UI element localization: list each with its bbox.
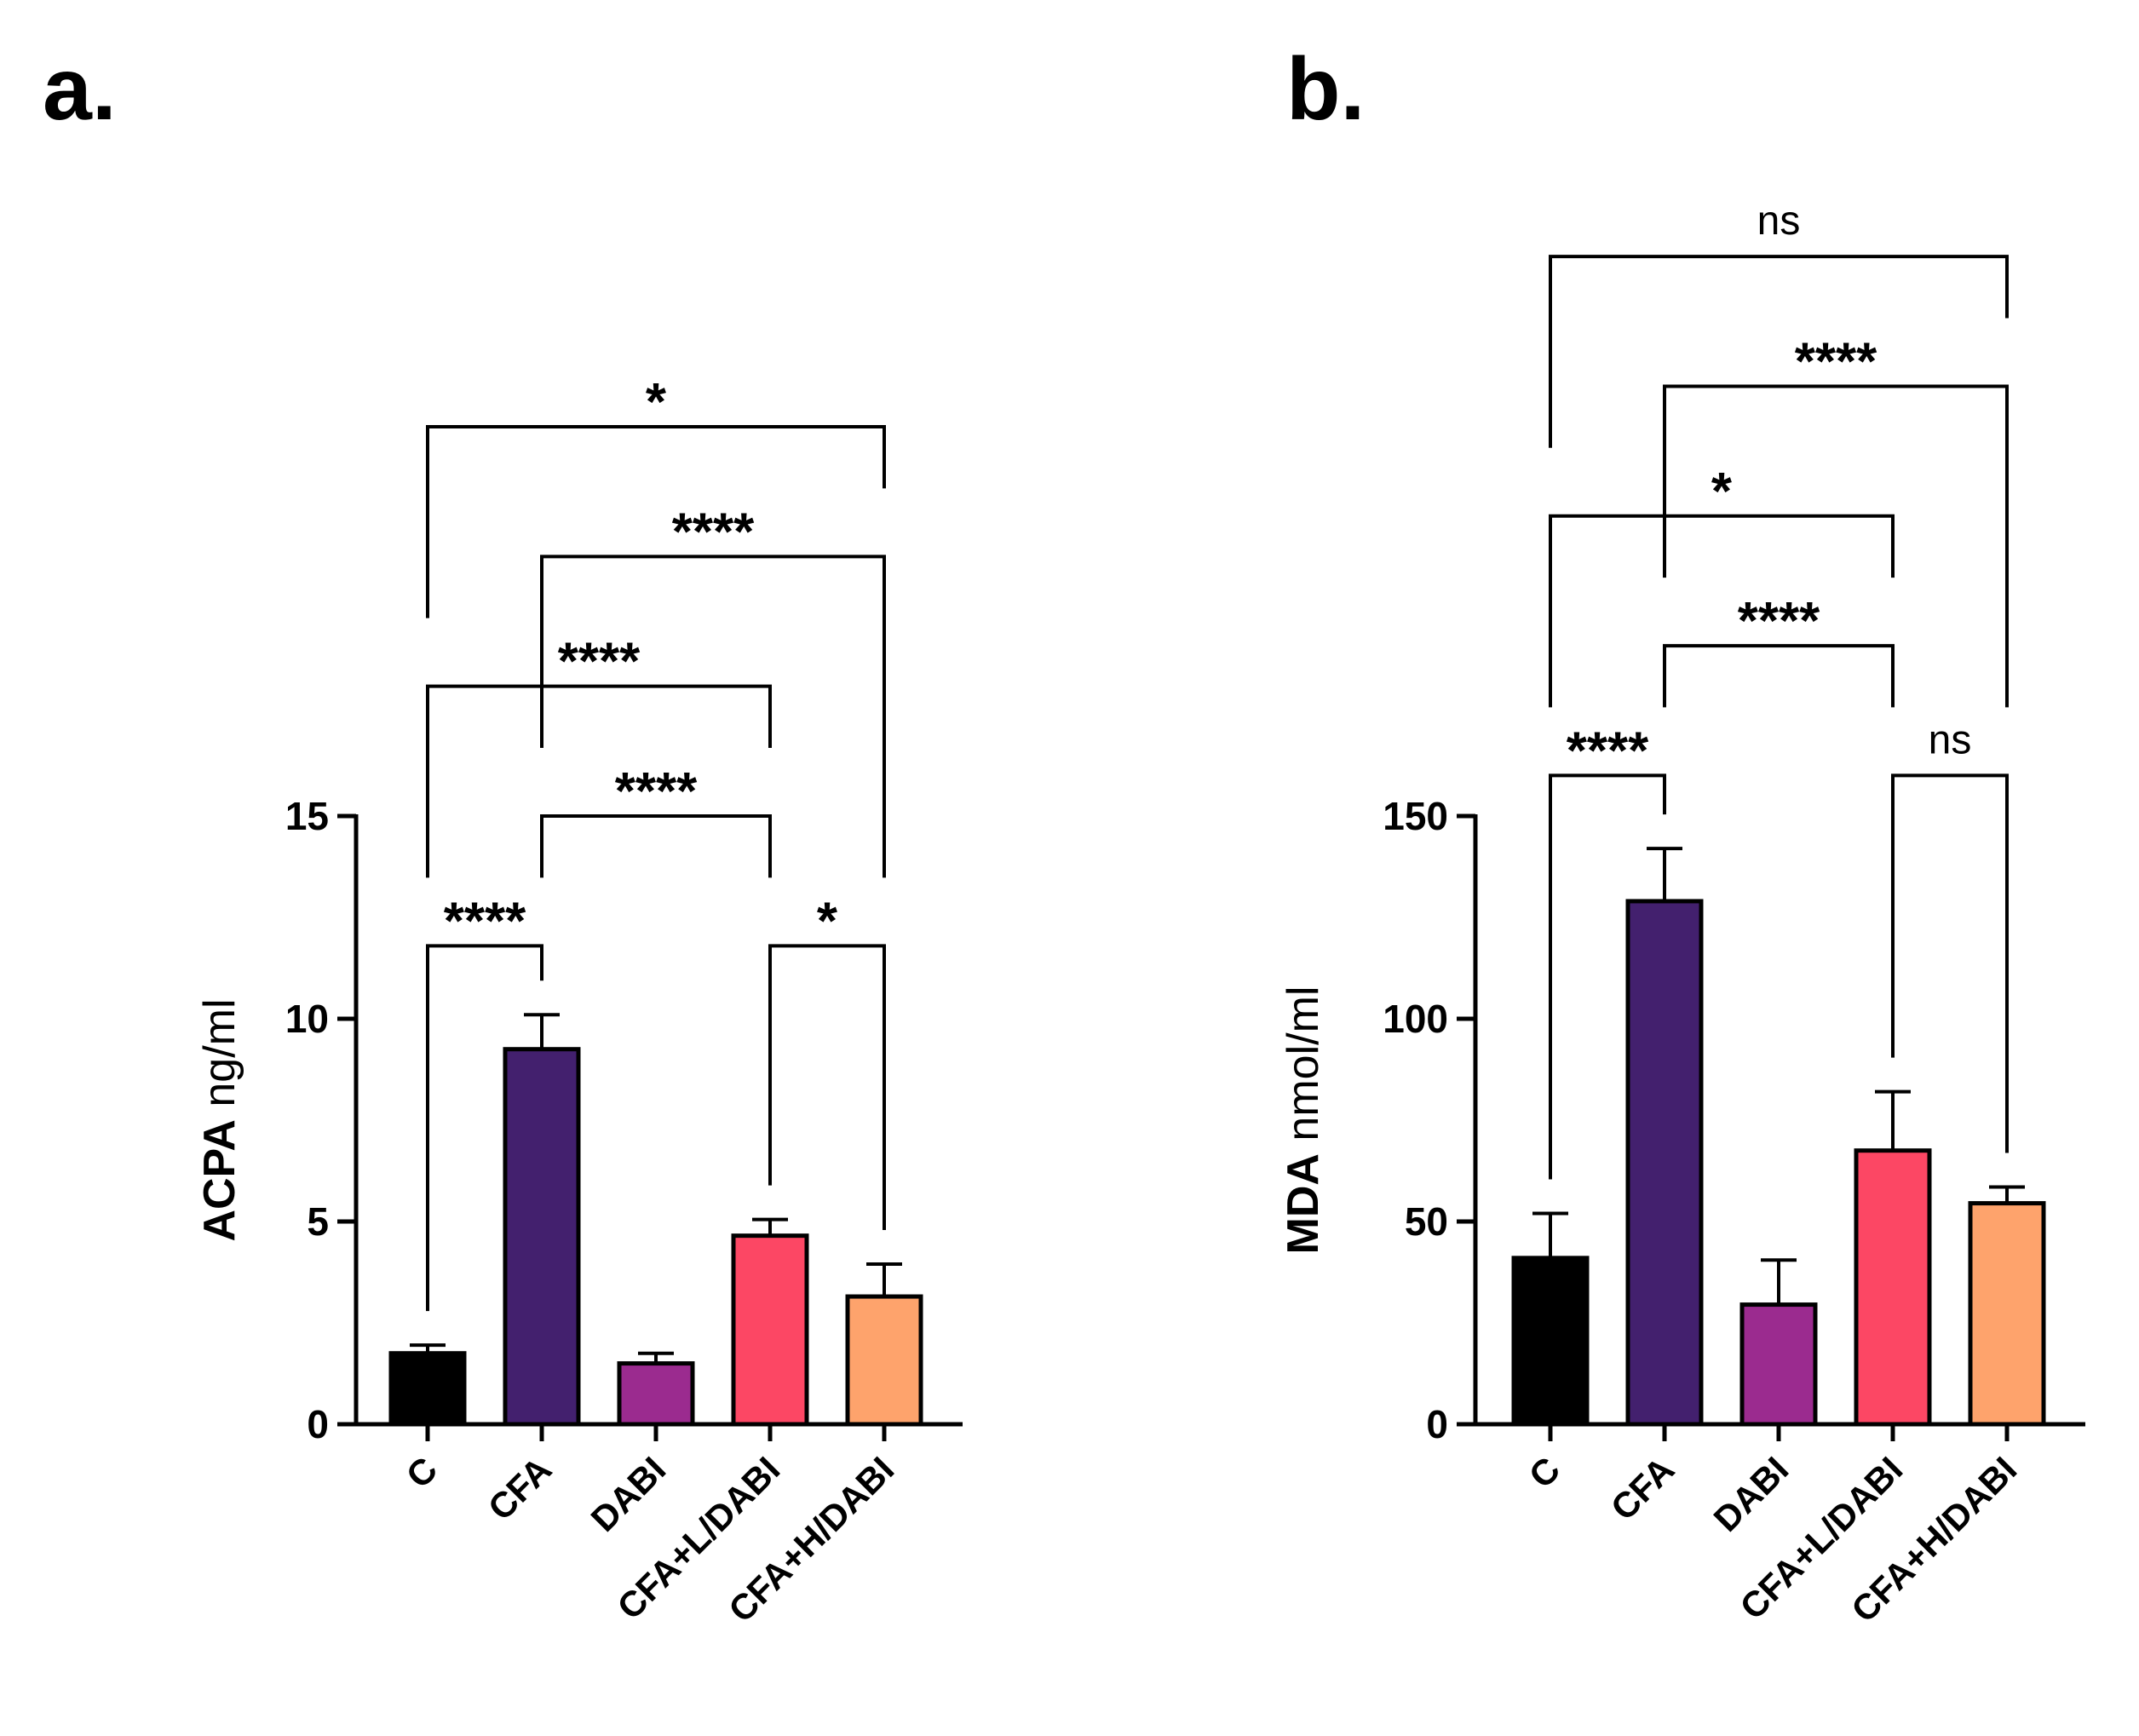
significance-bracket <box>1549 255 2009 448</box>
x-category-label: C <box>1521 1449 1568 1496</box>
significance-bracket <box>1549 514 1895 708</box>
significance-label: **** <box>444 892 526 951</box>
x-category-label: CFA <box>1603 1449 1682 1528</box>
y-axis-title-unit: ng/ml <box>195 998 244 1119</box>
significance-label: **** <box>1795 332 1877 391</box>
significance-label: ns <box>1757 198 1801 244</box>
significance-label: **** <box>672 503 755 561</box>
significance-bracket <box>426 684 772 878</box>
x-category-label: DABI <box>584 1449 674 1539</box>
significance-bracket <box>426 425 886 618</box>
significance-label: **** <box>1738 592 1820 651</box>
significance-label: **** <box>1567 721 1649 780</box>
bar-cfa-h-dabi <box>1968 1201 2046 1427</box>
bar-dabi <box>1739 1302 1818 1427</box>
y-tick-label: 0 <box>307 1402 329 1446</box>
x-category-label: DABI <box>1706 1449 1797 1539</box>
significance-bracket <box>768 944 886 1230</box>
y-tick-label: 15 <box>285 794 329 838</box>
y-tick-label: 5 <box>307 1199 329 1244</box>
significance-label: * <box>817 892 838 951</box>
bar-dabi <box>617 1361 695 1427</box>
bar-cfa <box>1625 899 1704 1427</box>
y-tick-label: 100 <box>1383 997 1448 1041</box>
bar-cfa-h-dabi <box>845 1294 923 1427</box>
y-axis-title-measure: MDA <box>1279 1153 1328 1254</box>
significance-label: **** <box>558 633 641 692</box>
significance-bracket <box>1663 384 2009 708</box>
panel-b-label: b. <box>1286 40 1365 139</box>
bar-cfa <box>503 1047 581 1427</box>
bar-cfa-l-dabi <box>1854 1148 1932 1427</box>
y-tick-label: 0 <box>1426 1402 1448 1446</box>
significance-label: ns <box>1929 717 1972 762</box>
y-axis-title-unit: nmol/ml <box>1279 986 1328 1153</box>
bar-cfa-l-dabi <box>731 1233 809 1427</box>
panel-a-label: a. <box>43 40 117 139</box>
significance-bracket <box>540 814 772 878</box>
y-axis-title: MDA nmol/ml <box>1279 986 1328 1255</box>
significance-bracket <box>540 555 886 878</box>
significance-bracket <box>1549 773 1666 1180</box>
y-tick-label: 50 <box>1405 1199 1448 1244</box>
significance-bracket <box>1663 644 1895 708</box>
x-category-label: C <box>399 1449 446 1496</box>
significance-label: * <box>1711 463 1733 521</box>
bar-c <box>1511 1256 1590 1427</box>
significance-bracket <box>426 944 543 1312</box>
bar-c <box>388 1351 467 1427</box>
y-axis-title: ACPA ng/ml <box>195 998 244 1241</box>
significance-label: **** <box>615 762 698 821</box>
y-tick-label: 10 <box>285 997 329 1041</box>
y-axis-title-measure: ACPA <box>195 1119 244 1241</box>
significance-label: * <box>646 373 667 432</box>
x-category-label: CFA <box>480 1449 560 1528</box>
significance-bracket <box>1891 773 2009 1153</box>
y-tick-label: 150 <box>1383 794 1448 838</box>
